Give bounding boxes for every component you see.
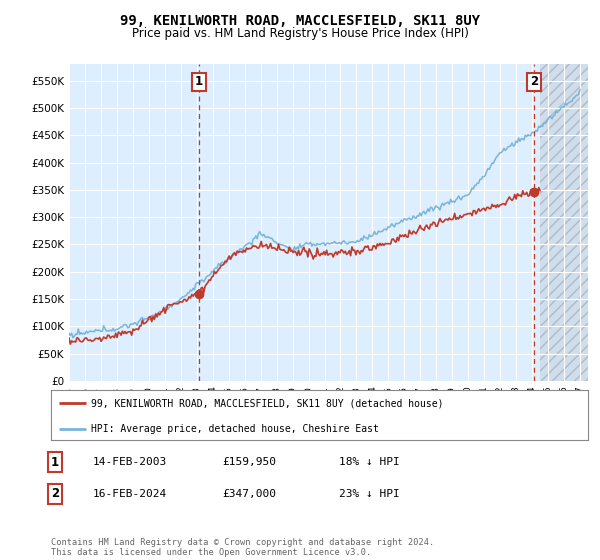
Text: 18% ↓ HPI: 18% ↓ HPI	[339, 457, 400, 467]
Text: Contains HM Land Registry data © Crown copyright and database right 2024.
This d: Contains HM Land Registry data © Crown c…	[51, 538, 434, 557]
Text: 2: 2	[51, 487, 59, 501]
Text: £159,950: £159,950	[222, 457, 276, 467]
Bar	[540, 64, 588, 381]
Text: 16-FEB-2024: 16-FEB-2024	[93, 489, 167, 499]
Text: 99, KENILWORTH ROAD, MACCLESFIELD, SK11 8UY (detached house): 99, KENILWORTH ROAD, MACCLESFIELD, SK11 …	[91, 398, 444, 408]
Text: HPI: Average price, detached house, Cheshire East: HPI: Average price, detached house, Ches…	[91, 424, 379, 434]
Text: Price paid vs. HM Land Registry's House Price Index (HPI): Price paid vs. HM Land Registry's House …	[131, 27, 469, 40]
Text: 14-FEB-2003: 14-FEB-2003	[93, 457, 167, 467]
Text: 1: 1	[194, 76, 203, 88]
Text: 2: 2	[530, 76, 538, 88]
Text: 23% ↓ HPI: 23% ↓ HPI	[339, 489, 400, 499]
Text: £347,000: £347,000	[222, 489, 276, 499]
Text: 1: 1	[51, 455, 59, 469]
Text: 99, KENILWORTH ROAD, MACCLESFIELD, SK11 8UY: 99, KENILWORTH ROAD, MACCLESFIELD, SK11 …	[120, 14, 480, 28]
